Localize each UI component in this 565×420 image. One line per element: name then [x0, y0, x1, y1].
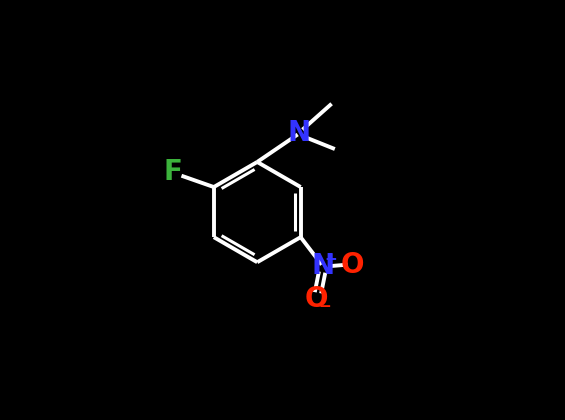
Text: F: F — [164, 158, 183, 186]
Text: +: + — [324, 252, 337, 267]
Text: O: O — [341, 251, 364, 278]
Text: N: N — [312, 252, 335, 280]
Text: −: − — [318, 299, 331, 314]
Text: O: O — [305, 285, 329, 312]
Text: N: N — [288, 119, 311, 147]
